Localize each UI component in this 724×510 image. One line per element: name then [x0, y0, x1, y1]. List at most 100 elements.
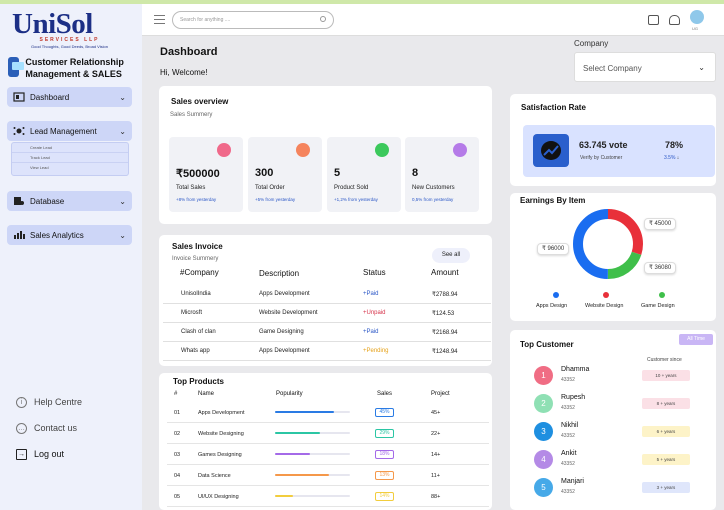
earnings-title: Earnings By Item [520, 196, 586, 205]
col-description: Description [259, 269, 300, 278]
crm-icon [8, 57, 25, 77]
logout-link[interactable]: → Log out [16, 441, 82, 467]
nav-database[interactable]: Database ⌄ [7, 191, 132, 211]
dashboard-icon [13, 92, 25, 102]
see-all-button[interactable]: See all [432, 248, 470, 263]
submenu-track-lead[interactable]: Track Lead [12, 153, 128, 163]
customer-name: Ankit [561, 450, 577, 457]
invoice-status: +Unpaid [363, 310, 386, 316]
contact-icon: … [16, 422, 27, 434]
col-project: Project [431, 391, 450, 397]
customer-id: 43352 [561, 489, 575, 495]
satisfaction-title: Satisfaction Rate [521, 103, 586, 112]
invoice-status: +Pending [363, 348, 389, 354]
table-row[interactable]: 01 Apps Development 45% 45+ [167, 403, 489, 423]
invoice-amount: ₹2788.94 [432, 292, 458, 298]
stat-change: +8% from yesterday [176, 197, 217, 202]
customer-row[interactable]: 1 Dhamma 43352 10 + years [534, 364, 714, 392]
help-icon: i [16, 396, 27, 408]
logo: UniSol SERVICES LLP Good Thoughts, Good … [12, 10, 127, 50]
satisfaction-rate: 78% [665, 140, 684, 150]
stat-change: +5% from yesterday [255, 197, 296, 202]
customer-id: 43352 [561, 405, 575, 411]
customer-row[interactable]: 5 Manjari 43352 3 + years [534, 476, 714, 504]
legend-label: Website Design [585, 303, 624, 309]
nav-label: Sales Analytics [30, 230, 84, 240]
product-project: 45+ [431, 410, 441, 416]
submenu-view-lead[interactable]: View Lead [30, 165, 49, 170]
logo-sub: SERVICES LLP [39, 37, 100, 43]
customer-since: 5 + years [642, 454, 690, 465]
satisfaction-change: 3.5% ↓ [664, 155, 679, 161]
logo-tagline: Good Thoughts, Good Deeds, Broad Vision [30, 44, 108, 49]
invoice-description: Game Designing [259, 329, 304, 335]
nav-sales-analytics[interactable]: Sales Analytics ⌄ [7, 225, 132, 245]
table-row[interactable]: 04 Data Science 13% 11+ [167, 466, 489, 486]
nav-label: Database [30, 196, 65, 206]
table-row[interactable]: Clash of clan Game Designing +Paid ₹2168.94 [163, 323, 491, 342]
invoice-description: Apps Development [259, 348, 310, 354]
chevron-down-icon: ⌄ [119, 92, 126, 102]
search-input[interactable]: Search for anything .... [172, 11, 334, 29]
table-row[interactable]: Microsft Website Development +Unpaid ₹124.5… [163, 304, 491, 323]
search-placeholder: Search for anything .... [180, 17, 231, 23]
contact-us-link[interactable]: … Contact us [16, 415, 82, 441]
customer-name: Nikhil [561, 422, 579, 429]
vote-summary: 63.745 vote Verify by Customer 78% 3.5% … [523, 125, 715, 177]
sales-invoice-subtitle: Invoice Summery [172, 256, 219, 262]
help-label: Help Centre [34, 397, 83, 407]
contact-label: Contact us [34, 423, 78, 433]
sales-badge: 29% [375, 429, 394, 438]
invoice-company: Clash of clan [181, 329, 216, 335]
stat-change: +1,2% from yesterday [334, 197, 378, 202]
menu-icon[interactable] [154, 15, 165, 27]
table-row[interactable]: 03 Games Designing 18% 14+ [167, 445, 489, 465]
product-name: Data Science [198, 473, 231, 479]
lead-icon [13, 126, 25, 136]
chevron-down-icon: ⌄ [119, 126, 126, 136]
customer-row[interactable]: 3 Nikhil 43352 6 + years [534, 420, 714, 448]
product-name: Games Designing [198, 452, 242, 458]
arrow-down-icon: ↓ [676, 155, 680, 161]
welcome-text: Hi, Welcome! [160, 68, 208, 77]
submenu-create-lead[interactable]: Create Lead [12, 143, 128, 153]
top-header: Search for anything .... UG [142, 4, 724, 36]
chat-icon[interactable] [648, 15, 659, 25]
stat-card: ₹500000 Total Sales +8% from yesterday [169, 137, 243, 212]
customer-name: Manjari [561, 478, 584, 485]
customer-id: 43352 [561, 433, 575, 439]
search-icon [320, 16, 326, 22]
invoice-status: +Paid [363, 329, 379, 335]
nav-lead-management[interactable]: Lead Management ⌄ [7, 121, 132, 141]
stat-label: Total Sales [176, 185, 206, 191]
customer-row[interactable]: 4 Ankit 43352 5 + years [534, 448, 714, 476]
popularity-bar [275, 495, 350, 497]
sales-badge: 14% [375, 492, 394, 501]
table-row[interactable]: 05 UI/UX Designing 14% 88+ [167, 487, 489, 507]
avatar-label: UG [692, 26, 698, 31]
avatar[interactable] [690, 10, 704, 24]
popularity-bar [275, 411, 350, 413]
app-title-text: Customer Relationship Management & SALES [25, 57, 124, 79]
col-name: Name [198, 391, 215, 397]
bell-icon[interactable] [669, 15, 680, 25]
sales-badge: 18% [375, 450, 394, 459]
customer-name: Rupesh [561, 394, 586, 401]
legend-dot [553, 292, 559, 298]
table-row[interactable]: Whats app Apps Development +Pending ₹1248.9… [163, 342, 491, 361]
col-num: # [174, 391, 178, 397]
table-row[interactable]: UnisolIndia Apps Development +Paid ₹2788.94 [163, 285, 491, 304]
popularity-bar [275, 474, 350, 476]
col-company: #Company [180, 268, 219, 277]
nav-dashboard[interactable]: Dashboard ⌄ [7, 87, 132, 107]
product-num: 02 [174, 431, 181, 437]
all-time-filter[interactable]: All Time [679, 334, 713, 345]
help-centre-link[interactable]: i Help Centre [16, 389, 82, 415]
chevron-down-icon: ⌄ [698, 63, 705, 72]
stat-change: 0,5% from yesterday [412, 197, 454, 202]
customer-row[interactable]: 2 Rupesh 43352 8 + years [534, 392, 714, 420]
table-row[interactable]: 02 Website Designing 29% 22+ [167, 424, 489, 444]
popularity-fill [275, 432, 320, 434]
company-select[interactable]: Select Company ⌄ [574, 52, 716, 82]
sidebar-bottom-links: i Help Centre … Contact us → Log out [16, 389, 82, 467]
